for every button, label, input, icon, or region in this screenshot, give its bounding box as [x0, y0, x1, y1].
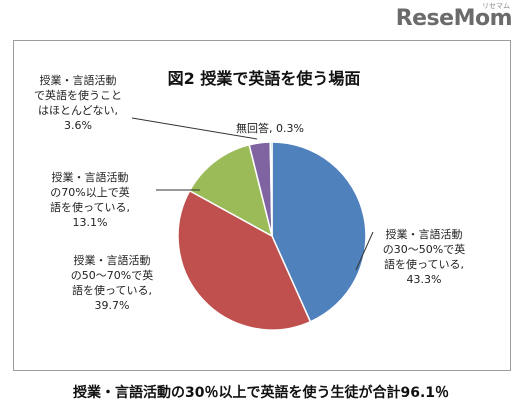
data-label: 授業・言語活動の70%以上で英語を使っている, 13.1%	[50, 170, 130, 229]
logo-small-text: リセマム	[482, 2, 510, 10]
leader-line	[355, 231, 374, 271]
data-label-value: 3.6%	[64, 119, 92, 132]
data-label-line: の30～50%で英	[383, 242, 465, 256]
footer-caption: 授業・言語活動の30％以上で英語を使う生徒が合計96.1％	[72, 385, 450, 401]
site-logo: ReseMom リセマム	[0, 0, 522, 31]
pie-slice	[188, 143, 274, 238]
data-label-line: 授業・言語活動	[40, 73, 117, 87]
data-label-value: 13.1%	[73, 216, 108, 229]
data-label-line: で英語を使うこと	[34, 88, 122, 102]
data-label-line: 授業・言語活動	[52, 170, 129, 184]
data-label-line: 語を使っている,	[384, 257, 464, 271]
data-label-line: はほとんどない,	[38, 104, 118, 117]
pie-slice	[271, 141, 367, 323]
data-label-line: 授業・言語活動	[386, 227, 463, 241]
pie-slice	[269, 141, 273, 237]
chart-title: 図2 授業で英語を使う場面	[168, 69, 361, 88]
data-label: 授業・言語活動の50～70%で英語を使っている, 39.7%	[71, 253, 153, 312]
leader-line	[131, 117, 258, 140]
data-label-line: の70%以上で英	[50, 185, 129, 199]
data-label-line: 語を使っている,	[72, 283, 152, 297]
data-label-line: 授業・言語活動	[74, 253, 151, 267]
data-label: 授業・言語活動の30～50%で英語を使っている, 43.3%	[383, 227, 465, 286]
logo-text: ReseMom	[395, 6, 513, 31]
data-label: 無回答, 0.3%	[236, 121, 304, 135]
pie-slice	[177, 189, 312, 331]
data-label-value: 43.3%	[407, 273, 442, 286]
data-label-line: 語を使っている,	[50, 200, 130, 214]
data-label-line: の50～70%で英	[71, 268, 153, 282]
data-label-value: 39.7%	[95, 299, 130, 312]
data-label: 授業・言語活動で英語を使うことはほとんどない, 3.6%	[34, 73, 122, 132]
